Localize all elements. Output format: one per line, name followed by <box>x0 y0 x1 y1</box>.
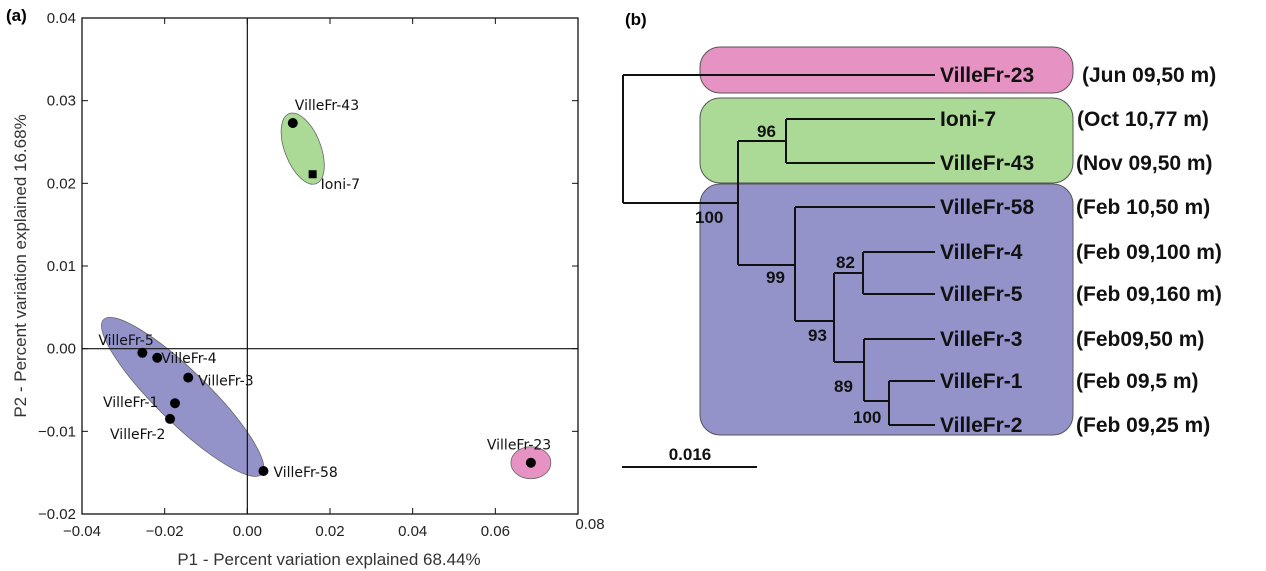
x-tick-label: 0.04 <box>398 523 427 540</box>
leaf-label: VilleFr-3 <box>940 328 1022 351</box>
sample-annotation: (Feb 09,5 m) <box>1076 370 1199 393</box>
y-tick-label: 0.02 <box>47 175 76 192</box>
bootstrap-label: 99 <box>766 268 785 287</box>
y-tick-label: −0.02 <box>38 506 76 523</box>
leaf-label: Ioni-7 <box>940 108 996 131</box>
sample-annotation: (Jun 09,50 m) <box>1082 64 1216 87</box>
sample-annotation: (Feb 09,25 m) <box>1076 414 1210 437</box>
point-label: VilleFr-43 <box>295 98 359 114</box>
sample-annotations: (Jun 09,50 m) (Oct 10,77 m) (Nov 09,50 m… <box>1076 64 1222 437</box>
point-label: VilleFr-23 <box>487 438 551 454</box>
data-point-square <box>309 170 317 178</box>
x-tick-label: −0.04 <box>63 523 101 540</box>
data-point <box>288 118 298 128</box>
panel-b-label: (b) <box>625 10 647 29</box>
y-tick-label: 0.04 <box>47 10 76 27</box>
panel-a-label: (a) <box>6 6 27 25</box>
leaf-label: VilleFr-4 <box>940 241 1023 264</box>
leaf-label: VilleFr-58 <box>940 196 1034 219</box>
y-tick-label: −0.01 <box>38 423 76 440</box>
x-tick-label: 0.06 <box>481 523 510 540</box>
scale-bar-label: 0.016 <box>669 445 712 464</box>
point-label: VilleFr-58 <box>273 465 337 481</box>
data-point <box>165 414 175 424</box>
clade-box-blue <box>700 184 1073 435</box>
bootstrap-label: 93 <box>808 326 827 345</box>
x-tick-label: 0.02 <box>315 523 344 540</box>
panel-b: (b) 100 96 99 82 93 89 100 VilleFr-23 Io… <box>622 10 1222 467</box>
data-point <box>183 373 193 383</box>
y-tick-label: 0.00 <box>47 341 76 358</box>
leaf-label: VilleFr-2 <box>940 414 1022 437</box>
sample-annotation: (Nov 09,50 m) <box>1076 152 1213 175</box>
leaf-label: VilleFr-43 <box>940 152 1034 175</box>
sample-annotation: (Feb 09,100 m) <box>1076 241 1222 264</box>
point-label: Ioni-7 <box>321 177 360 193</box>
point-label: VilleFr-1 <box>103 395 158 411</box>
bootstrap-label: 100 <box>695 208 723 227</box>
data-point <box>526 458 536 468</box>
x-tick-label: −0.02 <box>146 523 184 540</box>
x-tick-label: 0.08 <box>575 516 604 533</box>
bootstrap-label: 82 <box>836 253 855 272</box>
bootstrap-label: 100 <box>853 408 881 427</box>
sample-annotation: (Oct 10,77 m) <box>1077 108 1209 131</box>
leaf-label: VilleFr-5 <box>940 283 1023 306</box>
y-tick-label: 0.03 <box>47 93 76 110</box>
y-tick-label: 0.01 <box>47 258 76 275</box>
point-label: VilleFr-3 <box>198 374 253 390</box>
bootstrap-label: 96 <box>757 122 776 141</box>
scatter-points: VilleFr-43 Ioni-7 VilleFr-5 VilleFr-4 VilleF… <box>98 98 551 481</box>
sample-annotation: (Feb 09,160 m) <box>1076 283 1222 306</box>
x-tick-label: 0.00 <box>233 523 262 540</box>
sample-annotation: (Feb09,50 m) <box>1076 328 1204 351</box>
point-label: VilleFr-5 <box>98 333 153 349</box>
sample-annotation: (Feb 10,50 m) <box>1076 196 1210 219</box>
data-point <box>170 398 180 408</box>
leaf-label: VilleFr-23 <box>940 64 1034 87</box>
leaf-label: VilleFr-1 <box>940 370 1023 393</box>
y-axis-title: P2 - Percent variation explained 16.68% <box>11 114 30 417</box>
point-label: VilleFr-4 <box>161 351 216 367</box>
panel-a: (a) −0.04 −0.02 0.00 0.02 0.04 0.06 0.08 −0.02… <box>6 6 605 569</box>
point-label: VilleFr-2 <box>110 427 165 443</box>
bootstrap-label: 89 <box>834 377 853 396</box>
x-axis-title: P1 - Percent variation explained 68.44% <box>177 550 480 569</box>
data-point <box>137 348 147 358</box>
data-point <box>258 466 268 476</box>
